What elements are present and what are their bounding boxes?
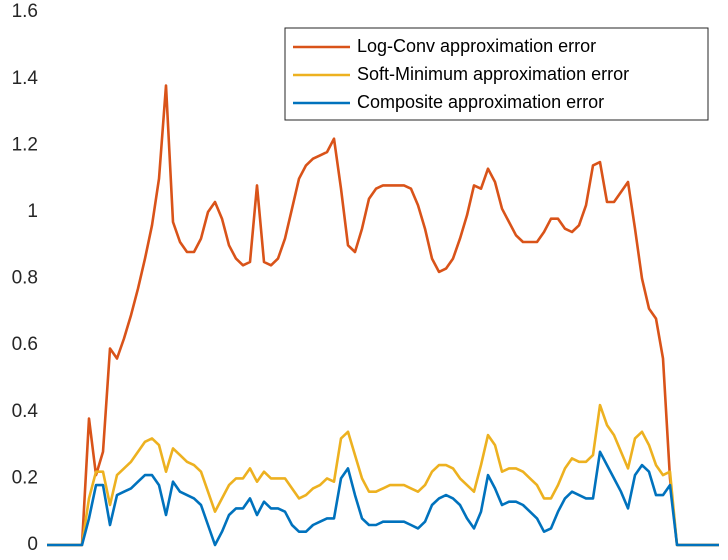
legend-label: Log-Conv approximation error [357, 36, 596, 56]
y-tick-label: 0.4 [12, 401, 39, 422]
y-tick-label: 1.6 [12, 1, 38, 22]
series-line [47, 84, 719, 547]
y-tick-label: 1.2 [12, 134, 38, 155]
legend: Log-Conv approximation error Soft-Minimum… [284, 27, 709, 121]
y-tick-label: 1.4 [12, 68, 39, 89]
legend-label: Soft-Minimum approximation error [357, 64, 629, 84]
legend-box [284, 27, 709, 121]
y-tick-label: 0.8 [12, 268, 38, 289]
series-line [47, 450, 719, 547]
y-tick-label: 0.2 [12, 467, 38, 488]
y-tick-label: 0 [27, 534, 38, 555]
series-line [47, 403, 719, 547]
y-tick-label: 1 [27, 201, 38, 222]
y-tick-label: 0.6 [12, 334, 38, 355]
legend-label: Composite approximation error [357, 92, 604, 112]
